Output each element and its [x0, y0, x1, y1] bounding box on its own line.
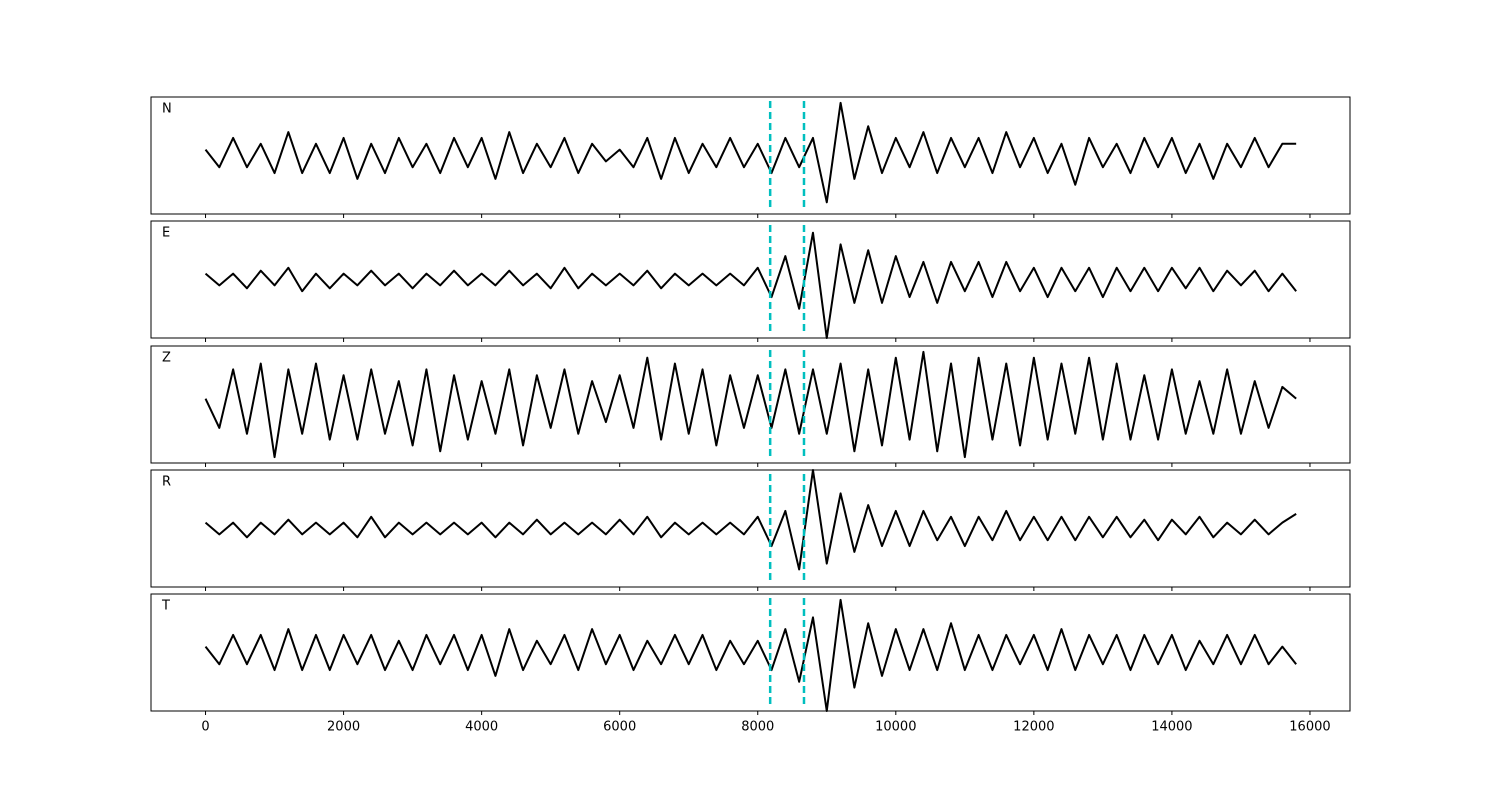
panel-label: E: [162, 226, 170, 241]
waveform: [204, 101, 1297, 204]
x-tick-label: 10000: [875, 720, 916, 735]
panel-label: R: [162, 475, 171, 490]
panel-frame: [150, 96, 1351, 215]
panel-frame: [150, 345, 1351, 464]
x-tick-label: 14000: [1151, 720, 1192, 735]
x-tick-label: 2000: [327, 720, 360, 735]
x-tick-label: 0: [201, 720, 209, 735]
x-tick-label: 4000: [465, 720, 498, 735]
x-tick-label: 12000: [1013, 720, 1054, 735]
x-tick-label: 6000: [603, 720, 636, 735]
waveform: [204, 469, 1297, 571]
panel-label: T: [161, 599, 170, 614]
x-tick-label: 16000: [1289, 720, 1330, 735]
x-tick-label: 8000: [741, 720, 774, 735]
panel-frame: [150, 469, 1351, 588]
waveform: [204, 350, 1297, 459]
waveform: [204, 231, 1297, 339]
waveform: [204, 598, 1297, 712]
panel-frame: [150, 593, 1351, 712]
panel-label: Z: [162, 351, 171, 366]
panel-label: N: [162, 102, 172, 117]
panel-frame: [150, 220, 1351, 339]
